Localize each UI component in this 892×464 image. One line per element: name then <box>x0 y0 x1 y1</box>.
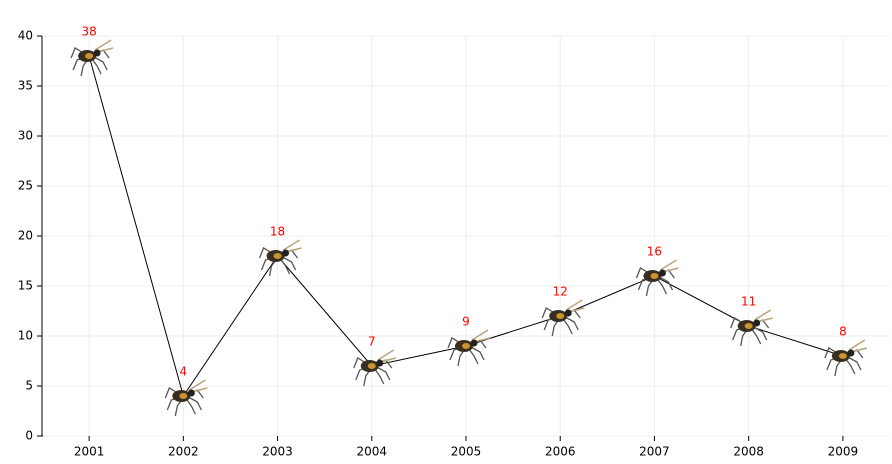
bug-antenna <box>471 329 489 341</box>
bug-leg <box>188 396 202 411</box>
bug-head <box>93 49 101 57</box>
bug-antenna <box>283 239 300 251</box>
y-tick-label: 15 <box>18 279 33 293</box>
bug-antenna <box>94 39 112 51</box>
bug-leg <box>282 256 297 271</box>
y-tick-label: 35 <box>18 79 33 93</box>
bug-spot <box>179 393 188 399</box>
bug-leg <box>847 356 862 371</box>
data-label: 18 <box>270 225 285 239</box>
bug-marker <box>635 259 679 297</box>
bug-leg <box>280 258 291 275</box>
bug-marker <box>824 339 868 377</box>
x-tick-label: 2004 <box>357 445 388 459</box>
data-label: 16 <box>647 245 662 259</box>
x-tick-label: 2005 <box>451 445 482 459</box>
bug-antenna <box>565 299 583 311</box>
bug-leg <box>751 328 762 345</box>
x-tick-label: 2008 <box>733 445 764 459</box>
bug-head <box>187 389 195 397</box>
bug-antenna <box>754 309 772 321</box>
bug-leg <box>562 318 573 335</box>
bug-spot <box>556 313 565 319</box>
bug-leg <box>185 398 196 415</box>
data-label: 12 <box>553 285 568 299</box>
bug-marker <box>730 309 773 347</box>
bug-leg <box>753 326 768 341</box>
bug-antenna <box>377 349 395 361</box>
bug-marker <box>353 349 396 387</box>
bug-leg <box>376 366 391 381</box>
bug-antenna <box>848 339 866 351</box>
bug-spot <box>367 363 376 369</box>
bug-leg <box>468 348 479 365</box>
x-tick-label: 2001 <box>74 445 105 459</box>
bug-head <box>282 249 290 257</box>
bug-marker <box>541 299 585 337</box>
bug-leg <box>659 276 674 291</box>
data-label: 7 <box>368 335 376 349</box>
y-tick-label: 40 <box>18 29 33 43</box>
bug-head <box>376 359 384 367</box>
bug-marker <box>164 379 208 417</box>
bug-head <box>847 349 855 357</box>
y-tick-label: 0 <box>25 429 33 443</box>
y-tick-label: 30 <box>18 129 33 143</box>
data-label: 4 <box>180 365 188 379</box>
bug-spot <box>273 253 282 259</box>
y-tick-label: 10 <box>18 329 33 343</box>
bug-marker <box>70 39 114 77</box>
y-tick-label: 25 <box>18 179 33 193</box>
bug-spot <box>838 353 847 359</box>
bug-marker <box>447 329 491 367</box>
y-tick-label: 20 <box>18 229 33 243</box>
x-tick-label: 2009 <box>828 445 859 459</box>
bug-leg <box>470 346 485 361</box>
y-tick-label: 5 <box>25 379 33 393</box>
bug-spot <box>85 53 94 59</box>
bug-leg <box>845 358 856 375</box>
bug-leg <box>91 58 102 75</box>
bug-spot <box>462 343 470 349</box>
x-tick-label: 2006 <box>545 445 576 459</box>
bug-antenna <box>188 379 206 391</box>
x-tick-label: 2007 <box>639 445 670 459</box>
x-tick-label: 2002 <box>168 445 199 459</box>
data-label: 11 <box>741 295 756 309</box>
bug-head <box>658 269 666 277</box>
bug-marker <box>258 239 302 277</box>
x-tick-label: 2003 <box>262 445 293 459</box>
bug-leg <box>564 316 579 331</box>
bug-spot <box>744 323 753 329</box>
bug-antenna <box>660 259 677 271</box>
data-label: 38 <box>81 25 96 39</box>
bug-spot <box>650 273 659 279</box>
bug-leg <box>656 278 668 295</box>
bug-head <box>470 339 478 347</box>
bug-leg <box>374 368 385 385</box>
bug-head <box>753 319 761 327</box>
bug-leg <box>93 56 108 71</box>
data-label: 8 <box>839 325 847 339</box>
bug-head <box>564 309 572 317</box>
data-label: 9 <box>462 315 470 329</box>
